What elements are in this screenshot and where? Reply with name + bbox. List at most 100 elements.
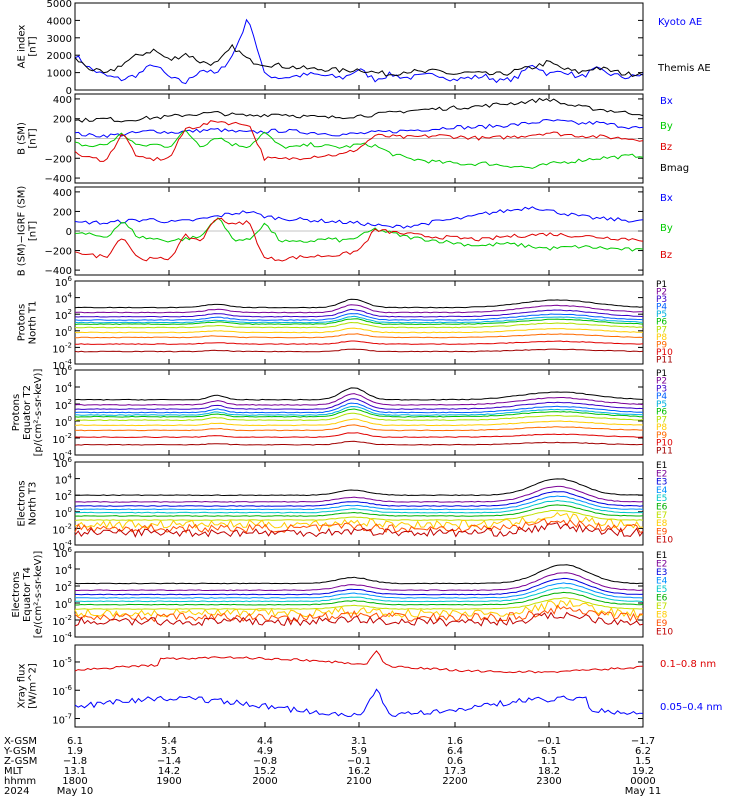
legend-entry: P10 bbox=[656, 348, 673, 358]
y-axis-label: AE index[nT] bbox=[17, 25, 39, 69]
ephemeris-cell: 6.4 bbox=[447, 746, 463, 757]
legend-entry: E4 bbox=[656, 577, 668, 587]
ephemeris-row-label: X-GSM bbox=[4, 736, 37, 747]
ephemeris-cell: 6.2 bbox=[635, 746, 651, 757]
series-line bbox=[74, 393, 644, 406]
series-line bbox=[74, 522, 644, 538]
y-tick-label: 102 bbox=[55, 398, 72, 412]
series-line bbox=[74, 604, 644, 623]
legend-entry: P7 bbox=[656, 415, 667, 425]
legend-entry: P8 bbox=[656, 333, 667, 343]
legend-entry: P6 bbox=[656, 408, 667, 418]
panel-xray-flux: 10-5 10-6 10-7 Xray flux[W/m^2] 0.1–0.8 nm 0.… bbox=[17, 644, 722, 728]
y-axis-label: ElectronsEquator T4[e/(cm²-s-sr-keV)] bbox=[11, 551, 44, 639]
ephemeris-row-label: Y-GSM bbox=[3, 746, 36, 757]
legend-entry: E7 bbox=[656, 511, 667, 521]
series-line bbox=[74, 206, 644, 229]
ephemeris-cell: 6.1 bbox=[67, 736, 83, 747]
y-tick-label: 4000 bbox=[47, 16, 72, 27]
series-line bbox=[74, 217, 644, 252]
series-line bbox=[74, 308, 644, 318]
y-tick-label: 100 bbox=[55, 415, 72, 429]
y-tick-label: 10-4 bbox=[52, 539, 72, 553]
y-tick-label: 10-4 bbox=[52, 631, 72, 645]
y-tick-label: 106 bbox=[55, 456, 73, 470]
legend-entry: Bmag bbox=[660, 163, 689, 174]
series-line bbox=[74, 398, 644, 410]
y-tick-label: 106 bbox=[55, 275, 73, 289]
y-tick-label: −200 bbox=[45, 154, 72, 165]
y-tick-label: 0 bbox=[66, 135, 72, 146]
series-line bbox=[74, 597, 644, 610]
ephemeris-cell: 0.6 bbox=[447, 756, 463, 767]
series-line bbox=[74, 217, 644, 262]
series-line bbox=[74, 43, 644, 77]
legend-entry: E9 bbox=[656, 619, 668, 629]
legend-entry: P4 bbox=[656, 303, 667, 313]
legend-entry: P7 bbox=[656, 325, 667, 335]
series-line bbox=[74, 577, 644, 596]
ephemeris-cell: 2200 bbox=[442, 776, 467, 787]
panel-electrons-equator-t4: 106 104 102 100 10-2 10-4 ElectronsEquator T4[… bbox=[11, 546, 673, 645]
panel-frame bbox=[74, 461, 644, 546]
series-line bbox=[74, 424, 644, 432]
series-line bbox=[74, 298, 644, 309]
ephemeris-cell: 2100 bbox=[346, 776, 371, 787]
y-tick-label: −400 bbox=[45, 266, 72, 277]
series-line bbox=[74, 348, 644, 353]
legend-entry: Bz bbox=[660, 250, 672, 261]
legend-entry: E4 bbox=[656, 486, 668, 496]
y-tick-label: 0 bbox=[66, 227, 72, 238]
ephemeris-cell: 6.5 bbox=[541, 746, 557, 757]
ephemeris-cell: 17.3 bbox=[444, 766, 466, 777]
legend-entry: E1 bbox=[656, 461, 667, 471]
ephemeris-cell: 2300 bbox=[536, 776, 561, 787]
y-tick-label: 100 bbox=[55, 597, 72, 611]
series-line bbox=[74, 491, 644, 507]
series-line bbox=[74, 387, 644, 401]
series-line bbox=[74, 511, 644, 530]
legend-entry: By bbox=[660, 223, 673, 234]
y-axis-label: Xray flux[W/m^2] bbox=[17, 663, 39, 709]
legend-entry: E8 bbox=[656, 611, 668, 621]
legend-entry: P5 bbox=[656, 310, 667, 320]
ephemeris-cell: −1.8 bbox=[63, 756, 87, 767]
series-line bbox=[74, 650, 643, 674]
ephemeris-cell: 2000 bbox=[252, 776, 277, 787]
series-line bbox=[74, 402, 644, 414]
ephemeris-row-label: 2024 bbox=[4, 786, 29, 797]
series-line bbox=[74, 408, 643, 418]
legend-entry: E6 bbox=[656, 594, 668, 604]
panel-b-igrf: 400 200 0 −200 −400 B (SM)−IGRF (SM)[nT] Bx By B… bbox=[17, 186, 673, 277]
legend-entry: E3 bbox=[656, 568, 667, 578]
panel-protons-equator-t2: 106 104 102 100 10-2 10-4 ProtonsEquator T2[p/… bbox=[11, 364, 673, 463]
y-tick-label: 400 bbox=[53, 188, 72, 199]
legend-entry: P5 bbox=[656, 400, 667, 410]
ephemeris-cell: 0000 bbox=[630, 776, 655, 787]
ephemeris-cell: May 11 bbox=[625, 786, 662, 797]
ephemeris-cell: −0.8 bbox=[253, 756, 277, 767]
ephemeris-cell: 16.2 bbox=[348, 766, 370, 777]
y-tick-label: 10-4 bbox=[52, 358, 72, 372]
ephemeris-cell: 13.1 bbox=[64, 766, 86, 777]
series-line bbox=[74, 327, 643, 334]
series-line bbox=[74, 495, 644, 511]
ephemeris-cell: 1800 bbox=[62, 776, 87, 787]
legend-entry: P1 bbox=[656, 369, 667, 379]
legend-entry: Kyoto AE bbox=[658, 17, 702, 28]
series-line bbox=[74, 564, 643, 585]
ephemeris-cell: 1.5 bbox=[635, 756, 651, 767]
legend-entry: E3 bbox=[656, 478, 667, 488]
y-tick-label: 0 bbox=[66, 86, 72, 97]
ephemeris-cell: 3.5 bbox=[161, 746, 177, 757]
series-line bbox=[74, 304, 643, 314]
y-tick-label: 102 bbox=[55, 308, 72, 322]
legend-entry: E2 bbox=[656, 560, 667, 570]
legend-entry: E1 bbox=[656, 551, 667, 561]
legend-entry: P1 bbox=[656, 280, 667, 290]
y-tick-label: 10-2 bbox=[52, 341, 72, 355]
legend-entry: 0.1–0.8 nm bbox=[660, 659, 716, 670]
